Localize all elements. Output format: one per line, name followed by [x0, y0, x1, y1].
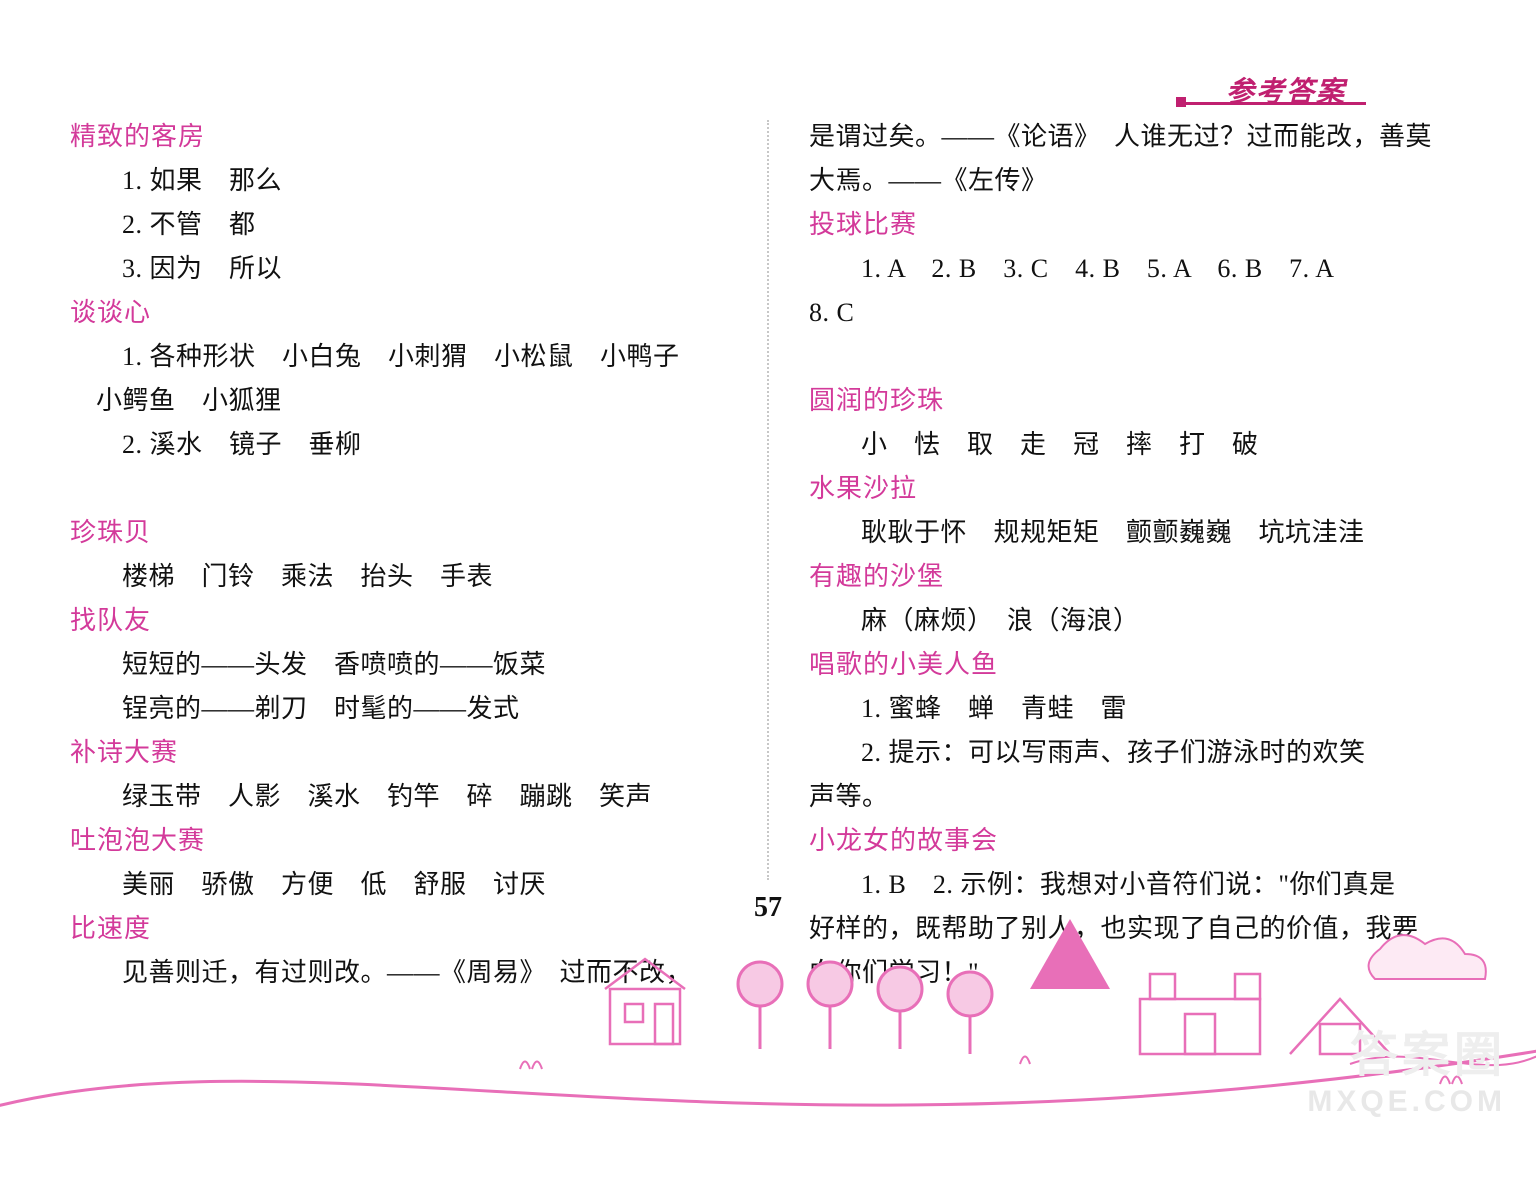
answer-line: 耿耿于怀 规规矩矩 颤颤巍巍 坑坑洼洼 [809, 511, 1466, 555]
section-heading: 找队友 [70, 599, 727, 643]
answer-line: 美丽 骄傲 方便 低 舒服 讨厌 [70, 863, 727, 907]
answer-line: 麻（麻烦） 浪（海浪） [809, 599, 1466, 643]
spacer [809, 335, 1466, 379]
answer-line: 1. 各种形状 小白兔 小刺猬 小松鼠 小鸭子 [70, 335, 727, 379]
page-number: 57 [754, 892, 782, 924]
section-heading: 水果沙拉 [809, 467, 1466, 511]
watermark-line2: MXQE.COM [1307, 1085, 1506, 1119]
section-heading: 圆润的珍珠 [809, 379, 1466, 423]
watermark: 答案圈 MXQE.COM [1307, 1015, 1506, 1119]
answer-line: 声等。 [809, 775, 1466, 819]
answer-line: 锃亮的——剃刀 时髦的——发式 [70, 687, 727, 731]
section-heading: 有趣的沙堡 [809, 555, 1466, 599]
answer-line: 2. 溪水 镜子 垂柳 [70, 423, 727, 467]
section-heading: 吐泡泡大赛 [70, 819, 727, 863]
content-columns: 精致的客房 1. 如果 那么 2. 不管 都 3. 因为 所以 谈谈心 1. 各… [60, 115, 1476, 885]
answer-line: 1. 蜜蜂 蝉 青蛙 雷 [809, 687, 1466, 731]
answer-line: 是谓过矣。——《论语》 人谁无过？过而能改，善莫 [809, 115, 1466, 159]
section-heading: 谈谈心 [70, 291, 727, 335]
answer-line: 绿玉带 人影 溪水 钓竿 碎 蹦跳 笑声 [70, 775, 727, 819]
column-right: 是谓过矣。——《论语》 人谁无过？过而能改，善莫 大焉。——《左传》 投球比赛 … [769, 115, 1476, 885]
answer-line: 小鳄鱼 小狐狸 [70, 379, 727, 423]
watermark-line1: 答案圈 [1307, 1015, 1506, 1085]
answer-line: 2. 不管 都 [70, 203, 727, 247]
answer-line: 1. A 2. B 3. C 4. B 5. A 6. B 7. A [809, 247, 1466, 291]
section-heading: 小龙女的故事会 [809, 819, 1466, 863]
answer-line: 向你们学习！" [809, 951, 1466, 995]
section-heading: 投球比赛 [809, 203, 1466, 247]
answer-line: 见善则迁，有过则改。——《周易》 过而不改， [70, 951, 727, 995]
section-heading: 唱歌的小美人鱼 [809, 643, 1466, 687]
answer-line: 短短的——头发 香喷喷的——饭菜 [70, 643, 727, 687]
header-decor-square [1176, 97, 1186, 107]
answer-line: 8. C [809, 291, 1466, 335]
answer-line: 1. 如果 那么 [70, 159, 727, 203]
answer-line: 小 怯 取 走 冠 摔 打 破 [809, 423, 1466, 467]
section-heading: 珍珠贝 [70, 511, 727, 555]
answer-line: 大焉。——《左传》 [809, 159, 1466, 203]
header-underline [1186, 102, 1366, 105]
answer-line: 1. B 2. 示例：我想对小音符们说："你们真是 [809, 863, 1466, 907]
answer-line: 3. 因为 所以 [70, 247, 727, 291]
spacer [70, 467, 727, 511]
column-left: 精致的客房 1. 如果 那么 2. 不管 都 3. 因为 所以 谈谈心 1. 各… [60, 115, 767, 885]
section-heading: 精致的客房 [70, 115, 727, 159]
answer-line: 好样的，既帮助了别人，也实现了自己的价值，我要 [809, 907, 1466, 951]
page: 参考答案 精致的客房 1. 如果 那么 2. 不管 都 3. 因为 所以 谈谈心… [0, 0, 1536, 1189]
section-heading: 补诗大赛 [70, 731, 727, 775]
answer-line: 2. 提示：可以写雨声、孩子们游泳时的欢笑 [809, 731, 1466, 775]
answer-line: 楼梯 门铃 乘法 抬头 手表 [70, 555, 727, 599]
section-heading: 比速度 [70, 907, 727, 951]
